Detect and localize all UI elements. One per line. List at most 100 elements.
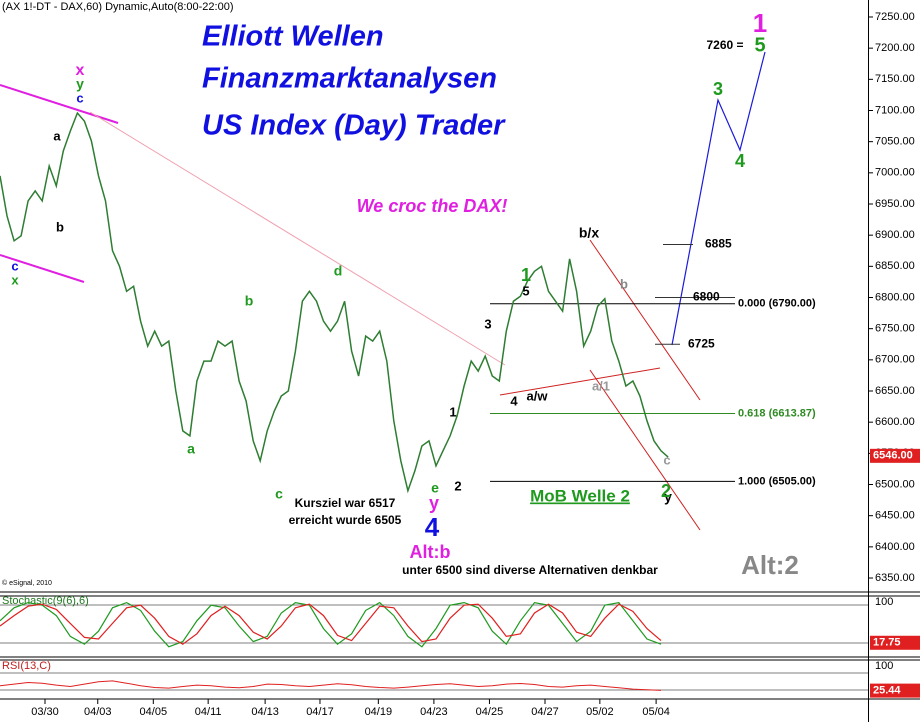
annotation: b [245,293,254,309]
annotation: a [53,128,61,143]
price-line [0,111,669,494]
projection-line [671,51,766,346]
annotation: 1 [521,265,531,285]
target-label: 6885 [705,237,732,251]
annotation: Elliott Wellen [202,21,384,53]
annotation: b/x [579,225,599,241]
annotation: 3 [484,316,491,331]
chart-title: (AX 1!-DT - DAX,60) Dynamic,Auto(8:00-22… [2,1,234,13]
annotation: b [620,276,628,291]
x-tick-label: 04/17 [306,706,334,718]
target-label: 6800 [693,290,720,304]
annotation: x [11,272,19,287]
annotation: 4 [425,512,440,542]
annotation: We croc the DAX! [357,196,508,216]
annotation: unter 6500 sind diverse Alternativen den… [402,563,658,577]
annotation: c [663,452,670,467]
annotation: Alt:2 [741,550,799,580]
x-tick-label: 05/02 [586,706,614,718]
y-tick-label: 6800.00 [875,291,915,303]
y-tick-label: 7250.00 [875,11,915,23]
annotation: Alt:b [410,542,451,562]
credit: © eSignal, 2010 [2,579,52,587]
annotation: 5 [522,283,529,298]
y-tick-label: 6700.00 [875,354,915,366]
x-tick-label: 04/25 [476,706,504,718]
y-tick-label: 6850.00 [875,260,915,272]
channel-line [589,369,701,531]
y-tick-label: 7050.00 [875,136,915,148]
x-tick-label: 04/19 [365,706,393,718]
annotation: x [76,62,85,79]
y-tick-label: 6400.00 [875,541,915,553]
annotation: b [56,219,64,234]
y-tick-label: 6950.00 [875,198,915,210]
annotation: y [76,76,84,92]
last-price-box [870,448,920,463]
last-price-label: 6546.00 [873,450,913,462]
y-tick-label: 7150.00 [875,73,915,85]
trendlines [0,51,766,531]
target-label: 6725 [688,336,715,350]
annotation: 4 [735,151,745,171]
annotation: a/w [527,388,549,403]
annotation: erreicht wurde 6505 [289,513,402,527]
y-tick-label: 6350.00 [875,572,915,584]
annotation: Kursziel war 6517 [295,496,396,510]
annotation: d [334,263,343,279]
stochastic-line [0,603,662,645]
annotation: 3 [713,79,723,99]
level-label: 0.618 (6613.87) [738,407,816,419]
annotation: 7260 = [706,38,743,52]
y-tick-label: 7100.00 [875,104,915,116]
last-value-box [870,683,920,698]
annotation: c [275,486,283,502]
annotation: 2 [661,481,671,501]
x-tick-label: 04/13 [251,706,279,718]
x-tick-label: 03/30 [31,706,59,718]
panel-title: RSI(13,C) [2,660,51,672]
y-tick-label: 7000.00 [875,167,915,179]
x-tick-label: 04/11 [195,706,222,718]
y-tick-label: 6600.00 [875,416,915,428]
rsi-line [0,680,662,691]
annotation: a [187,441,195,457]
level-label: 0.000 (6790.00) [738,298,816,310]
y-tick-label: 7200.00 [875,42,915,54]
stochastic-line [0,601,662,648]
x-tick-label: 04/03 [84,706,112,718]
channel-line [0,254,85,283]
last-value-box [870,635,920,650]
x-tick-label: 04/05 [140,706,168,718]
annotation: a/1 [592,378,610,393]
y-tick-label: 100 [875,596,893,608]
y-tick-label: 6900.00 [875,229,915,241]
x-tick-label: 04/27 [531,706,559,718]
annotation: y [429,493,439,513]
y-tick-label: 100 [875,660,893,672]
annotation: MoB Welle 2 [530,486,630,505]
annotation: e [431,480,439,496]
last-value-label: 25.44 [873,685,901,697]
annotation: 4 [510,393,518,408]
annotation: 1 [449,404,456,419]
annotation: Finanzmarktanalysen [202,63,497,95]
annotation: c [76,90,83,105]
annotation: US Index (Day) Trader [202,110,506,142]
y-tick-label: 6750.00 [875,323,915,335]
y-tick-label: 6650.00 [875,385,915,397]
level-label: 1.000 (6505.00) [738,475,816,487]
annotation: 1 [753,8,767,38]
last-value-label: 17.75 [873,637,901,649]
y-tick-label: 6500.00 [875,478,915,490]
annotation: y [664,489,672,505]
annotation: c [11,258,18,273]
trend-line [499,367,661,396]
annotation: 5 [754,34,765,56]
annotation: 2 [454,478,461,493]
x-tick-label: 05/04 [642,706,670,718]
trend-line [89,111,506,366]
y-tick-label: 6450.00 [875,510,915,522]
